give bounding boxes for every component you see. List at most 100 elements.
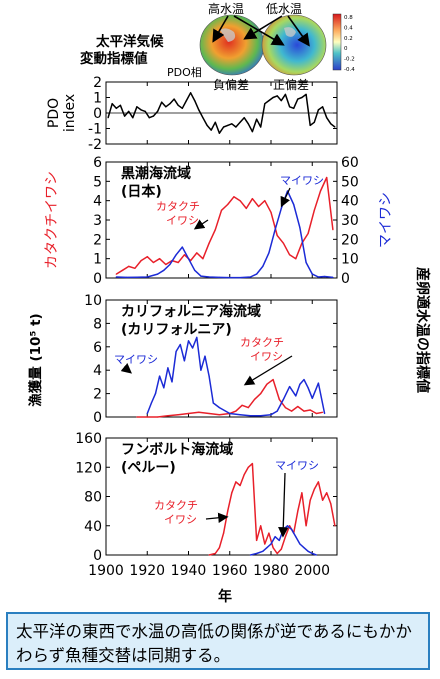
- data-point: [270, 211, 272, 213]
- data-point: [322, 106, 324, 108]
- y-tick-label: 4: [93, 363, 102, 379]
- data-point: [239, 277, 241, 279]
- data-point: [157, 273, 159, 275]
- data-point: [218, 547, 220, 549]
- globe-positive-phase: [261, 14, 327, 76]
- data-point: [297, 405, 299, 408]
- data-point: [307, 550, 309, 552]
- right-y-tick-label: 40: [341, 194, 359, 210]
- data-point: [239, 200, 241, 202]
- data-point: [245, 207, 247, 209]
- data-point: [282, 398, 284, 400]
- data-point: [227, 203, 229, 206]
- panel-frame: [105, 299, 338, 418]
- y-tick-label: 2: [93, 387, 102, 403]
- data-point: [274, 536, 276, 538]
- left-axis-series-label: カタクチイワシ: [44, 171, 60, 269]
- data-point: [140, 109, 142, 111]
- data-point: [218, 414, 220, 416]
- data-point: [291, 528, 293, 531]
- data-point: [179, 343, 181, 346]
- data-point: [177, 414, 179, 416]
- data-point: [262, 550, 264, 552]
- data-point: [208, 242, 210, 244]
- annotation-arrow: [278, 472, 289, 538]
- data-point: [291, 410, 293, 412]
- data-point: [200, 369, 202, 371]
- data-point: [243, 474, 245, 476]
- data-point: [192, 347, 194, 349]
- data-point: [121, 269, 124, 271]
- y-tick-label: 40: [84, 519, 102, 535]
- data-point: [305, 525, 307, 527]
- data-point: [274, 229, 276, 231]
- data-point: [119, 104, 121, 106]
- data-point: [260, 415, 262, 417]
- x-tick-label: 1940: [171, 563, 207, 579]
- spawning-index-axis-label: 産卵適水温の指標値: [414, 267, 431, 393]
- y-tick-label: 8: [93, 316, 102, 332]
- data-point: [311, 397, 313, 399]
- data-point: [317, 382, 319, 384]
- data-point: [187, 258, 190, 260]
- data-point: [132, 117, 134, 119]
- y-tick-label: 6: [93, 340, 102, 356]
- data-point: [270, 543, 272, 545]
- pdo-phase-label: PDO相: [167, 66, 202, 79]
- data-point: [247, 466, 249, 468]
- panel-subtitle: (日本): [121, 183, 162, 200]
- data-point: [175, 350, 177, 353]
- y-tick-label: 6: [93, 155, 102, 171]
- pdo-y-axis-label-index: index: [62, 94, 78, 132]
- data-point: [326, 117, 328, 119]
- data-point: [154, 393, 157, 395]
- data-point: [152, 261, 154, 264]
- positive-deviation-label: 正偏差: [273, 77, 309, 92]
- data-point: [249, 415, 251, 417]
- panel-subtitle: (ペルー): [121, 460, 176, 476]
- data-point: [208, 276, 210, 278]
- x-axis-title: 年: [218, 588, 232, 605]
- data-point: [315, 412, 317, 415]
- colorbar: [332, 13, 342, 71]
- data-point: [208, 554, 210, 556]
- data-point: [313, 488, 315, 490]
- data-point: [278, 539, 280, 542]
- data-point: [297, 510, 299, 512]
- data-point: [243, 117, 245, 119]
- panel-title: フンボルト海流域: [121, 441, 233, 458]
- data-point: [280, 207, 282, 209]
- data-point: [276, 95, 278, 97]
- x-tick-label: 1920: [129, 563, 165, 579]
- data-point: [309, 499, 311, 501]
- data-point: [115, 273, 117, 275]
- data-point: [299, 543, 301, 545]
- annotation-label-line2: イワシ: [250, 350, 283, 363]
- data-point: [322, 411, 324, 413]
- data-point: [282, 242, 284, 244]
- y-tick-label: 0: [93, 106, 102, 122]
- data-point: [198, 411, 200, 413]
- data-point: [280, 548, 282, 550]
- data-point: [278, 398, 280, 400]
- colorbar-tick-label: -0.2: [344, 57, 355, 63]
- data-point: [177, 261, 179, 264]
- y-tick-label: 4: [93, 194, 102, 210]
- data-point: [264, 543, 266, 545]
- colorbar-tick-label: 0.4: [344, 25, 353, 31]
- data-point: [183, 254, 185, 256]
- data-point: [334, 525, 336, 527]
- data-point: [272, 547, 274, 549]
- y-tick-label: 80: [84, 490, 102, 506]
- data-point: [202, 117, 204, 119]
- panel-pdo: 210-1-2 PDO index: [46, 75, 338, 153]
- x-tick-label: 1960: [212, 563, 248, 579]
- y-tick-label: 1: [93, 252, 102, 268]
- data-point: [260, 126, 262, 128]
- data-point: [311, 273, 313, 275]
- data-point: [214, 229, 216, 231]
- pdo-header-title-line1: 太平洋気候: [96, 33, 164, 50]
- series-line-anchovy: [115, 176, 334, 275]
